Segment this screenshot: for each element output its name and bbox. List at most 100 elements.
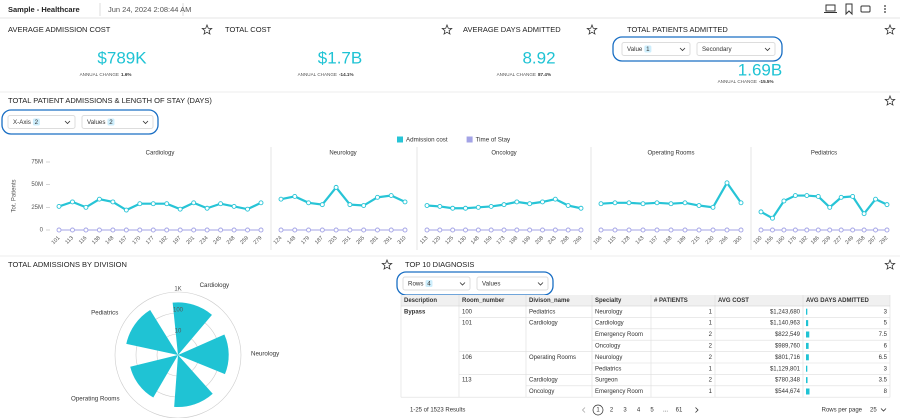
data-bar [806,365,808,372]
data-point [70,227,75,233]
page-number[interactable]: 5 [650,408,654,414]
dropdown[interactable] [7,115,76,129]
dropdown[interactable] [476,276,549,291]
x-tick-label: 292 [879,235,890,246]
data-point [815,194,821,199]
table-cell: 2 [709,378,713,384]
laptop-icon[interactable] [825,4,836,12]
page-number[interactable]: ... [663,408,668,414]
data-point [527,227,533,233]
category-label: Operating Rooms [71,395,120,402]
table-cell: Pediatrics [595,366,621,372]
legend-swatch [397,136,403,143]
display-icon[interactable] [860,5,871,13]
data-point [527,201,533,207]
page-number[interactable]: 2 [610,408,614,414]
x-tick-label: 259 [239,235,250,246]
data-point [402,199,408,205]
dropdown-label: Value [627,46,643,53]
data-point [292,194,298,199]
badge-count: 1 [646,46,650,53]
favorite-star[interactable] [381,258,393,270]
data-point [463,227,468,233]
series-line [58,198,262,212]
page-number[interactable]: 1 [596,408,600,414]
data-point [463,205,468,211]
dropdown[interactable] [621,42,691,56]
dropdown[interactable] [402,276,471,291]
data-point [724,227,730,233]
x-tick-label: 249 [844,235,855,246]
controls-highlight [1,109,159,135]
data-point [231,227,237,233]
prev-page[interactable] [581,407,586,413]
x-tick-label: 258 [856,235,867,246]
dropdown[interactable] [81,115,154,129]
favorite-star[interactable] [201,23,213,35]
section-title: TOTAL ADMISSIONS BY DIVISION [8,260,127,269]
dropdown-chevron [64,120,71,125]
x-tick-label: 179 [300,235,311,246]
data-bar [806,320,809,327]
table-cell: 100 [462,309,473,315]
favorite-star[interactable] [441,23,453,35]
data-point [598,201,604,207]
data-point [540,199,545,205]
data-point [710,204,716,210]
table-cell: 3.5 [879,378,888,384]
category-label: Neurology [251,351,280,358]
legend-label: Time of Stay [476,137,511,144]
x-tick-label: 176 [787,235,798,246]
data-point [333,184,339,190]
table-cell: Operating Rooms [529,355,576,361]
more-icon[interactable] [884,5,886,13]
dropdown-label: Values [482,280,500,287]
table-cell: Emergency Room [595,389,643,395]
x-tick-label: 268 [560,235,571,246]
column-header: Divison_name [529,298,570,304]
favorite-star[interactable] [586,23,598,35]
x-tick-label: 186 [810,235,821,246]
dropdown[interactable] [696,42,776,56]
favorite-star[interactable] [884,94,896,106]
dropdown-label: X-Axis [13,119,31,126]
radial-tick-label: 100 [173,308,184,314]
table-cell: $989,760 [775,343,801,349]
data-point [552,196,558,202]
data-point [626,227,632,233]
next-page[interactable] [695,407,699,413]
data-point [827,204,833,210]
data-point [450,227,456,233]
data-point [361,227,367,233]
x-tick-label: 230 [705,235,716,246]
badge [425,280,433,287]
x-tick-label: 143 [635,235,646,246]
data-point [96,196,102,202]
data-point [724,180,730,186]
data-bar [806,331,810,338]
dropdown-label: Rows [408,280,423,287]
page-number[interactable]: 3 [623,408,627,414]
column-header: AVG DAYS ADMITTED [806,298,869,304]
data-point [696,203,702,208]
x-tick-label: 208 [534,235,545,246]
favorite-star[interactable] [884,258,896,270]
favorite-star[interactable] [884,23,896,35]
series-line [760,194,888,220]
page-number[interactable]: 61 [676,408,683,414]
bookmark-icon[interactable] [845,3,853,16]
table-cell: Oncology [529,389,554,395]
rows-per-page[interactable]: 25 [870,408,877,414]
page-number[interactable]: 4 [637,408,641,414]
data-point [501,227,507,233]
kpi-change: 1.6% [121,72,131,77]
panel-title: Oncology [491,151,516,157]
table-cell: 101 [462,321,473,327]
data-point [578,227,584,233]
table-cell: 5 [884,321,888,327]
x-tick-label: 128 [621,235,632,246]
table-cell: 1 [709,366,713,372]
data-point [204,205,210,211]
data-point [347,202,353,208]
